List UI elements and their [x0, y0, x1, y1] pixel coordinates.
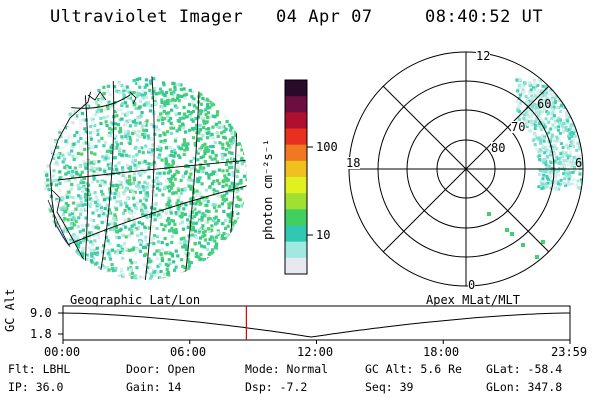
status-glat: GLat: -58.4 — [486, 362, 563, 376]
alt-xtick-1800: 18:00 — [423, 345, 460, 359]
colorbar-segment — [285, 80, 307, 97]
colorbar-segment — [285, 128, 307, 146]
alt-ytick-9: 9.0 — [30, 306, 52, 320]
colorbar-segment — [285, 193, 307, 210]
alt-axis-label: GC Alt — [3, 288, 17, 332]
status-flt: Flt: LBHL — [8, 362, 71, 376]
status-glon: GLon: 347.8 — [486, 380, 563, 394]
altitude-curve — [62, 312, 570, 338]
colorbar-segment — [285, 209, 307, 226]
colorbar-segment — [285, 241, 307, 259]
colorbar-tick-10: 10 — [316, 228, 331, 242]
colorbar-segment — [285, 225, 307, 243]
alt-xtick-1200: 12:00 — [297, 345, 334, 359]
status-mode: Mode: Normal — [245, 362, 329, 376]
alt-xtick-0000: 00:00 — [44, 345, 81, 359]
status-gc-alt: GC Alt: 5.6 Re — [365, 362, 462, 376]
alt-ytick-1.8: 1.8 — [30, 327, 52, 341]
colorbar-tick-100: 100 — [316, 140, 338, 154]
alt-xtick-2359: 23:59 — [551, 345, 588, 359]
apex-label: Apex MLat/MLT — [426, 293, 520, 307]
mlt-label-6: 6 — [575, 156, 583, 170]
status-door: Door: Open — [126, 362, 196, 376]
status-seq: Seq: 39 — [365, 380, 414, 394]
mlt-label-12: 12 — [476, 49, 491, 63]
instrument-title: Ultraviolet Imager — [50, 7, 244, 27]
lat-label-80: 80 — [491, 141, 506, 155]
colorbar-segment — [285, 112, 307, 129]
colorbar-segment — [285, 177, 307, 194]
time-label: 08:40:52 UT — [425, 7, 544, 27]
mlt-label-18: 18 — [346, 156, 361, 170]
date-label: 04 Apr 07 — [276, 7, 373, 27]
lat-label-70: 70 — [511, 120, 526, 134]
lat-label-60: 60 — [537, 97, 552, 111]
colorbar-segment — [285, 257, 307, 275]
colorbar-segment — [285, 144, 307, 162]
status-gain: Gain: 14 — [126, 380, 182, 394]
colorbar-segment — [285, 160, 307, 178]
colorbar-segment — [285, 96, 307, 113]
mlt-label-0: 0 — [468, 278, 476, 292]
status-dsp: Dsp: -7.2 — [245, 380, 308, 394]
polar-emission-pixels — [487, 78, 583, 259]
geographic-label: Geographic Lat/Lon — [70, 293, 201, 307]
status-ip: IP: 36.0 — [8, 380, 64, 394]
alt-xtick-0600: 06:00 — [170, 345, 207, 359]
